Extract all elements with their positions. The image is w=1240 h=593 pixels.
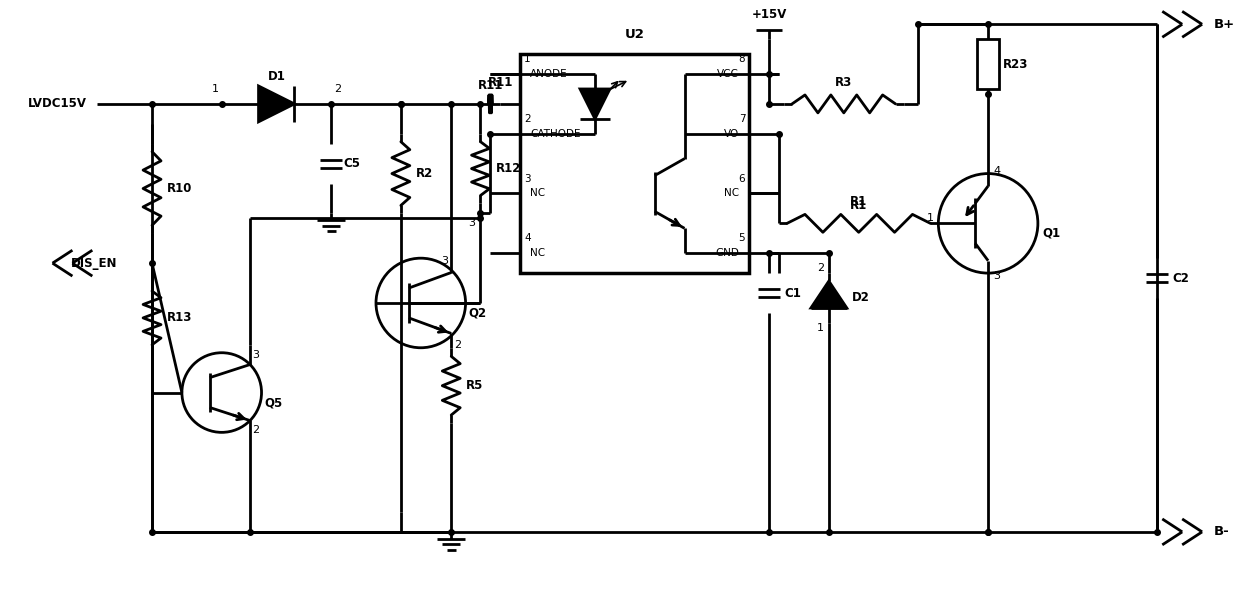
Text: 2: 2 bbox=[253, 425, 259, 435]
Text: R10: R10 bbox=[167, 182, 192, 195]
Text: C2: C2 bbox=[1172, 272, 1189, 285]
Text: 2: 2 bbox=[335, 84, 341, 94]
Text: 7: 7 bbox=[739, 114, 745, 124]
Text: 4: 4 bbox=[993, 166, 1001, 176]
Text: R3: R3 bbox=[836, 75, 852, 88]
Text: 6: 6 bbox=[739, 174, 745, 184]
Text: 1: 1 bbox=[817, 323, 823, 333]
Text: R23: R23 bbox=[1003, 58, 1028, 71]
Text: 3: 3 bbox=[525, 174, 531, 184]
Text: C1: C1 bbox=[784, 286, 801, 299]
Text: ANODE: ANODE bbox=[531, 69, 568, 79]
Text: NC: NC bbox=[531, 248, 546, 258]
Text: 2: 2 bbox=[454, 340, 461, 350]
Text: R11: R11 bbox=[477, 79, 503, 93]
Text: Q1: Q1 bbox=[1043, 227, 1061, 240]
Bar bbox=[521, 54, 749, 273]
Text: B-: B- bbox=[1214, 525, 1230, 538]
Text: D2: D2 bbox=[852, 292, 869, 304]
Text: R11: R11 bbox=[487, 75, 513, 88]
Text: Q5: Q5 bbox=[264, 396, 283, 409]
Text: 3: 3 bbox=[441, 256, 448, 266]
Text: C5: C5 bbox=[343, 157, 360, 170]
Text: DIS_EN: DIS_EN bbox=[71, 257, 118, 270]
Text: R2: R2 bbox=[415, 167, 433, 180]
Polygon shape bbox=[580, 89, 610, 119]
Text: VO: VO bbox=[724, 129, 739, 139]
Text: Q2: Q2 bbox=[469, 307, 486, 320]
Text: 2: 2 bbox=[525, 114, 531, 124]
Polygon shape bbox=[811, 281, 847, 308]
Text: R12: R12 bbox=[496, 162, 521, 175]
Text: 5: 5 bbox=[739, 233, 745, 243]
Text: VCC: VCC bbox=[718, 69, 739, 79]
Text: 1: 1 bbox=[212, 84, 218, 94]
Text: R13: R13 bbox=[167, 311, 192, 324]
Text: R1: R1 bbox=[851, 199, 867, 212]
Text: U2: U2 bbox=[625, 28, 645, 41]
Text: 3: 3 bbox=[469, 218, 475, 228]
Text: 2: 2 bbox=[817, 263, 823, 273]
Text: NC: NC bbox=[531, 189, 546, 199]
Text: 8: 8 bbox=[739, 54, 745, 64]
Text: D1: D1 bbox=[268, 69, 285, 82]
Text: 1: 1 bbox=[926, 213, 934, 224]
Text: 1: 1 bbox=[525, 54, 531, 64]
Text: R5: R5 bbox=[466, 379, 484, 392]
Polygon shape bbox=[259, 86, 294, 122]
Text: GND: GND bbox=[715, 248, 739, 258]
Text: +15V: +15V bbox=[751, 8, 787, 21]
Text: CATHODE: CATHODE bbox=[531, 129, 580, 139]
Text: 3: 3 bbox=[993, 270, 1001, 280]
Text: 3: 3 bbox=[253, 350, 259, 360]
Text: 4: 4 bbox=[525, 233, 531, 243]
Text: B+: B+ bbox=[1214, 18, 1235, 31]
Text: NC: NC bbox=[724, 189, 739, 199]
Text: LVDC15V: LVDC15V bbox=[27, 97, 87, 110]
Bar bbox=[977, 39, 999, 89]
Text: R1: R1 bbox=[851, 195, 867, 208]
